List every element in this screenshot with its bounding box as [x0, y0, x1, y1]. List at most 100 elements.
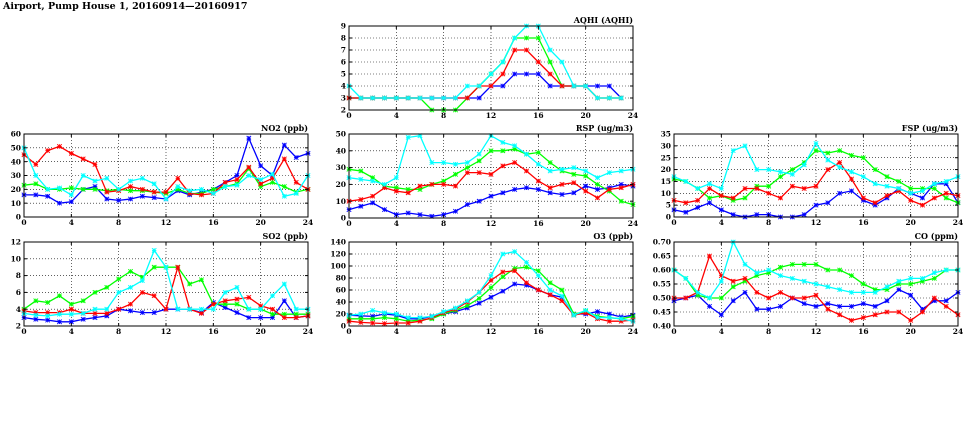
data-point [801, 261, 807, 267]
y-tick-label: 0.65 [653, 252, 671, 261]
data-point [766, 190, 772, 196]
data-point [476, 83, 482, 89]
x-tick-label: 16 [533, 111, 543, 120]
data-point [246, 172, 252, 179]
data-point [766, 167, 772, 173]
data-point [695, 292, 701, 298]
x-tick-label: 0 [21, 218, 26, 227]
data-point [837, 190, 843, 196]
data-point [68, 199, 74, 205]
data-point [825, 267, 831, 273]
data-point [127, 184, 134, 190]
data-point [695, 204, 701, 211]
data-point [151, 247, 157, 253]
data-point [92, 184, 98, 190]
series-o3-3 [346, 249, 636, 324]
data-point [56, 311, 63, 317]
series-no2-3 [21, 145, 311, 202]
data-point [606, 186, 612, 192]
data-point [512, 143, 518, 149]
data-point [80, 310, 86, 316]
data-point [872, 289, 878, 295]
data-point [222, 289, 228, 295]
data-point [706, 186, 713, 192]
data-point [464, 303, 470, 309]
data-point [512, 47, 518, 53]
data-point [547, 287, 553, 293]
data-point [523, 151, 530, 157]
data-point [33, 298, 39, 304]
data-point [269, 315, 276, 321]
data-point [488, 171, 494, 177]
series-co-0 [671, 287, 961, 318]
data-point [139, 186, 145, 192]
data-point [45, 193, 51, 199]
data-point [139, 274, 145, 280]
data-point [441, 212, 447, 218]
data-point [56, 200, 63, 206]
data-point [104, 306, 110, 312]
x-tick-label: 12 [486, 219, 496, 228]
x-tick-label: 20 [580, 111, 590, 120]
y-tick-label: 40 [11, 157, 21, 166]
x-tick-label: 24 [628, 219, 638, 228]
data-point [281, 315, 287, 321]
data-point [127, 188, 134, 194]
x-tick-label: 4 [69, 218, 74, 227]
data-point [919, 275, 926, 281]
data-point [370, 307, 376, 313]
y-tick-label: 12 [11, 238, 21, 247]
data-point [801, 295, 807, 301]
data-point [80, 172, 86, 179]
data-point [618, 181, 624, 187]
x-tick-label: 4 [394, 111, 399, 120]
data-point [837, 159, 843, 165]
data-point [512, 249, 518, 255]
data-point [535, 59, 541, 65]
data-point [848, 188, 855, 194]
x-tick-label: 12 [486, 327, 496, 336]
data-point [766, 183, 772, 189]
data-point [872, 200, 878, 206]
data-point [825, 284, 831, 290]
data-point [393, 316, 399, 322]
data-point [730, 195, 736, 201]
data-point [919, 195, 926, 201]
data-point [104, 284, 110, 290]
data-point [405, 134, 411, 140]
data-point [92, 310, 98, 316]
data-point [908, 197, 914, 203]
data-point [547, 190, 553, 196]
data-point [706, 195, 713, 201]
data-point [777, 264, 784, 270]
data-point [381, 181, 388, 187]
data-point [281, 184, 287, 190]
data-point [222, 184, 228, 190]
data-point [896, 287, 902, 293]
data-point [523, 71, 530, 77]
x-tick-label: 8 [441, 327, 446, 336]
data-point [884, 193, 890, 199]
data-point [919, 309, 926, 315]
x-tick-label: 8 [766, 218, 771, 227]
data-point [535, 35, 541, 41]
data-point [175, 175, 181, 181]
data-point [405, 320, 411, 326]
y-tick-label: 0.45 [653, 308, 671, 317]
data-point [837, 287, 843, 293]
data-point [500, 288, 506, 294]
data-point [606, 318, 612, 324]
data-point [92, 178, 98, 184]
data-point [417, 183, 423, 189]
data-point [777, 174, 784, 180]
data-point [512, 146, 518, 152]
data-point [571, 312, 577, 318]
data-point [370, 175, 376, 181]
data-point [706, 295, 713, 301]
data-point [258, 303, 264, 309]
data-point [547, 71, 553, 77]
data-point [789, 295, 795, 301]
data-point [151, 293, 157, 299]
y-tick-label: 50 [11, 143, 21, 152]
y-tick-label: 0 [341, 322, 346, 331]
